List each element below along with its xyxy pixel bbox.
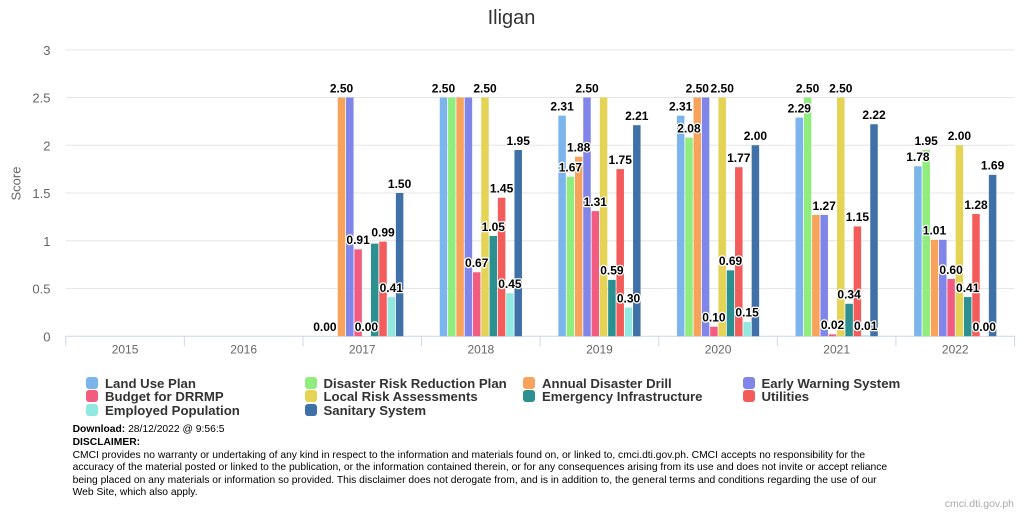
svg-text:Score: Score <box>9 167 24 201</box>
svg-text:0.41: 0.41 <box>380 281 404 295</box>
svg-text:0.60: 0.60 <box>939 263 963 277</box>
svg-text:1.69: 1.69 <box>981 159 1005 173</box>
svg-text:0.45: 0.45 <box>498 277 522 291</box>
svg-text:1.88: 1.88 <box>567 141 591 155</box>
svg-text:2.50: 2.50 <box>829 81 853 95</box>
svg-text:0.10: 0.10 <box>702 311 726 325</box>
svg-text:2.00: 2.00 <box>744 129 768 143</box>
svg-text:2.50: 2.50 <box>432 81 456 95</box>
svg-text:1.05: 1.05 <box>482 220 506 234</box>
svg-text:0.91: 0.91 <box>346 233 370 247</box>
svg-text:2.50: 2.50 <box>796 81 820 95</box>
svg-text:0.5: 0.5 <box>32 282 50 297</box>
svg-text:1.5: 1.5 <box>32 186 50 201</box>
svg-text:2022: 2022 <box>942 343 969 357</box>
svg-text:0.59: 0.59 <box>600 264 624 278</box>
svg-text:2.08: 2.08 <box>677 121 701 135</box>
svg-text:1.95: 1.95 <box>915 134 939 148</box>
svg-text:2.5: 2.5 <box>32 91 50 106</box>
svg-text:2017: 2017 <box>349 343 376 357</box>
svg-text:2.22: 2.22 <box>862 108 886 122</box>
svg-text:2: 2 <box>43 138 50 153</box>
svg-text:2018: 2018 <box>467 343 494 357</box>
svg-text:1.95: 1.95 <box>507 134 531 148</box>
svg-text:1.15: 1.15 <box>846 210 870 224</box>
svg-text:2020: 2020 <box>705 343 732 357</box>
svg-text:1.27: 1.27 <box>813 199 837 213</box>
svg-text:2021: 2021 <box>823 343 850 357</box>
svg-text:2.50: 2.50 <box>711 81 735 95</box>
svg-text:0.99: 0.99 <box>371 226 395 240</box>
svg-text:1.67: 1.67 <box>559 161 583 175</box>
svg-text:0.67: 0.67 <box>465 256 489 270</box>
svg-text:1.45: 1.45 <box>490 182 514 196</box>
svg-text:0.69: 0.69 <box>719 254 743 268</box>
svg-text:2.50: 2.50 <box>473 81 497 95</box>
svg-text:0.00: 0.00 <box>355 320 379 334</box>
svg-text:0.00: 0.00 <box>973 320 997 334</box>
svg-text:2016: 2016 <box>230 343 257 357</box>
svg-text:1: 1 <box>43 234 50 249</box>
svg-text:0.15: 0.15 <box>735 306 759 320</box>
svg-text:0.01: 0.01 <box>854 319 878 333</box>
svg-text:1.77: 1.77 <box>727 151 751 165</box>
svg-text:1.28: 1.28 <box>964 198 988 212</box>
svg-text:2015: 2015 <box>112 343 139 357</box>
svg-text:3: 3 <box>43 43 50 58</box>
svg-text:2.31: 2.31 <box>550 99 574 113</box>
svg-text:1.78: 1.78 <box>906 150 930 164</box>
svg-text:0.00: 0.00 <box>313 320 337 334</box>
svg-text:2.31: 2.31 <box>669 99 693 113</box>
svg-text:0: 0 <box>43 329 50 344</box>
svg-text:2.50: 2.50 <box>686 81 710 95</box>
svg-text:0.02: 0.02 <box>821 318 845 332</box>
svg-text:2019: 2019 <box>586 343 613 357</box>
svg-text:0.30: 0.30 <box>617 291 641 305</box>
svg-text:1.01: 1.01 <box>923 224 947 238</box>
svg-text:Iligan: Iligan <box>488 7 536 29</box>
svg-text:2.29: 2.29 <box>788 101 812 115</box>
svg-text:1.75: 1.75 <box>609 153 633 167</box>
svg-text:2.50: 2.50 <box>575 81 599 95</box>
svg-text:2.00: 2.00 <box>948 129 972 143</box>
svg-text:1.31: 1.31 <box>584 195 608 209</box>
svg-text:1.50: 1.50 <box>388 177 412 191</box>
svg-text:2.21: 2.21 <box>625 109 649 123</box>
svg-text:2.50: 2.50 <box>330 81 354 95</box>
svg-text:0.41: 0.41 <box>956 281 980 295</box>
svg-text:0.34: 0.34 <box>837 288 861 302</box>
